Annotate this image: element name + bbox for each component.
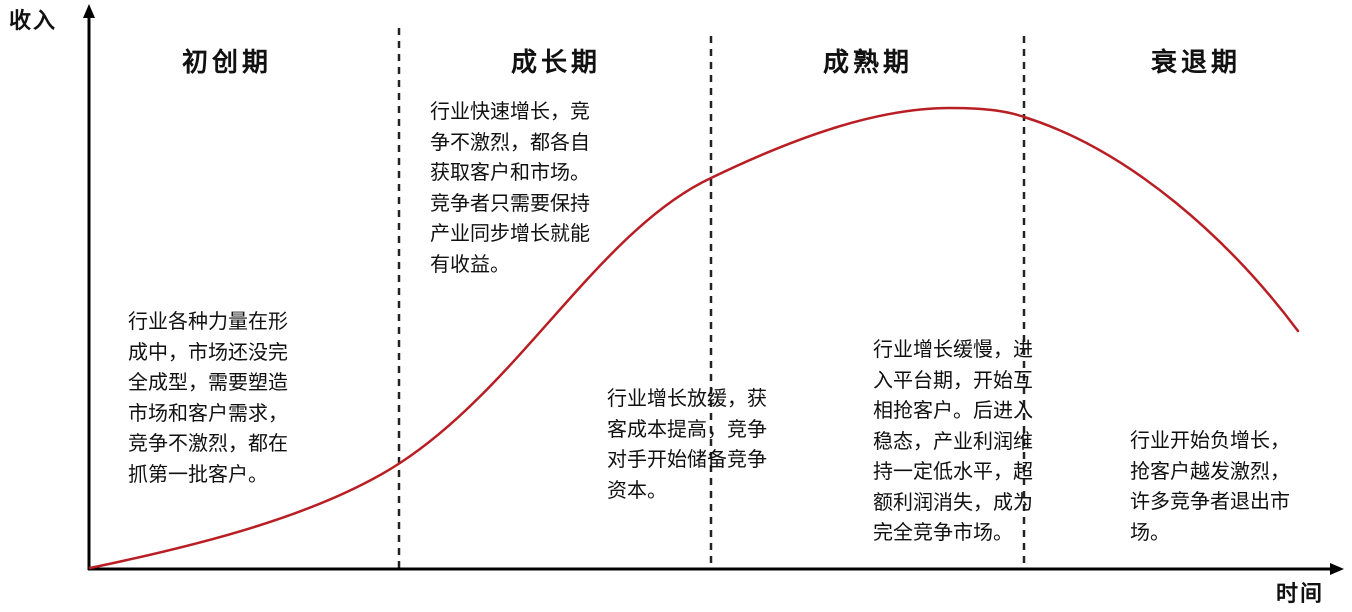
stage-description-growth-late: 行业增长放缓，获 客成本提高，竞争 对手开始储备竞争 资本。 [607,386,767,502]
y-axis-label: 收入 [9,8,58,34]
y-axis-arrow [83,4,95,18]
stage-description-startup: 行业各种力量在形 成中，市场还没完 全成型，需要塑造 市场和客户需求， 竞争不激… [128,309,288,486]
x-axis-label: 时间 [1276,581,1325,607]
stage-description-maturity: 行业增长缓慢，进 入平台期，开始互 相抢客户。后进入 稳态，产业利润维 持一定低… [873,337,1033,544]
stage-title-startup: 初创期 [181,48,272,78]
stage-description-growth-early: 行业快速增长，竞 争不激烈，都各自 获取客户和市场。 竞争者只需要保持 产业同步… [430,99,590,276]
lifecycle-curve [88,106,1300,570]
stage-title-maturity: 成熟期 [822,48,913,78]
x-axis-arrow [1330,563,1344,575]
stage-description-decline: 行业开始负增长， 抢客户越发激烈， 许多竞争者退出市 场。 [1130,428,1290,544]
stage-title-growth: 成长期 [510,48,601,78]
stage-title-decline: 衰退期 [1150,48,1241,78]
